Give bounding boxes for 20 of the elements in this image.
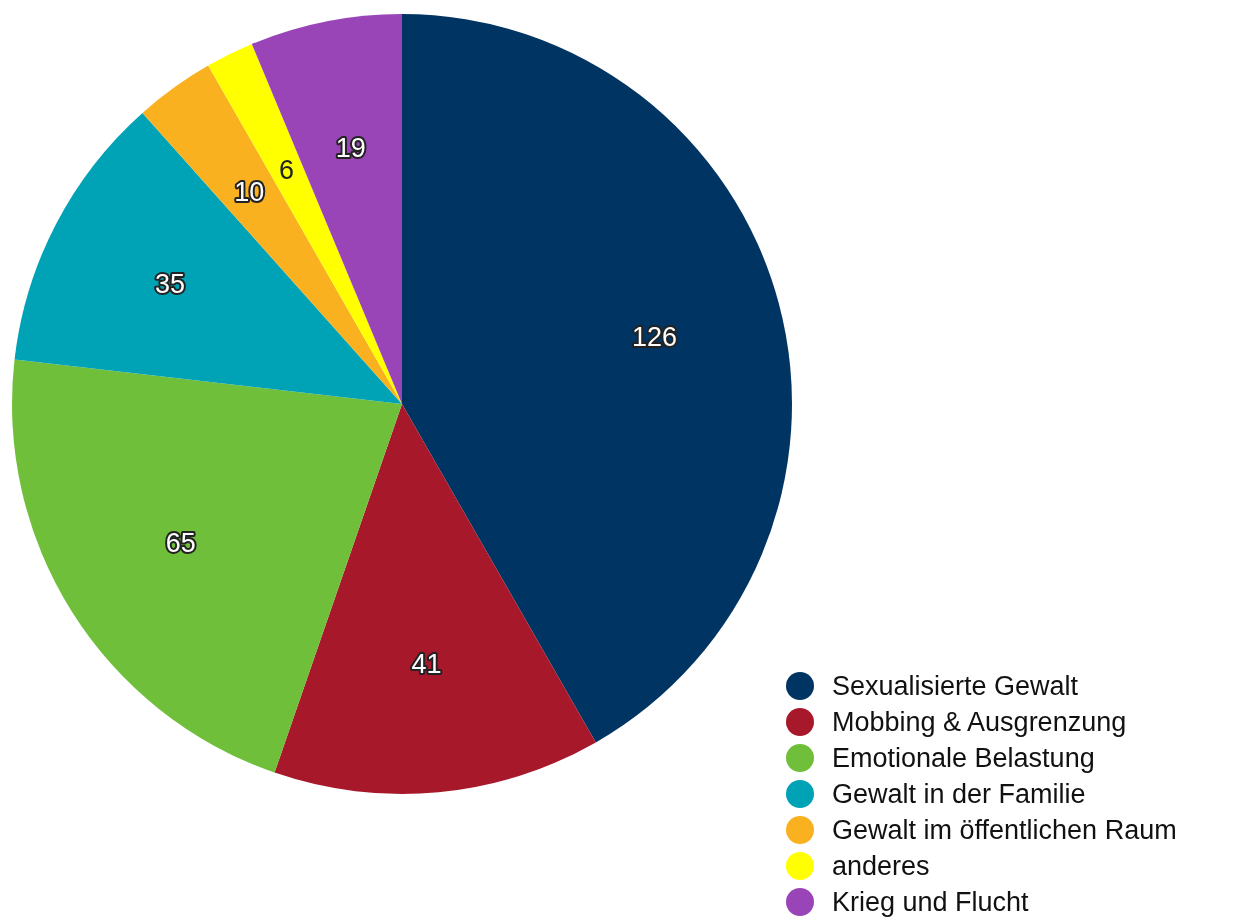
legend-label: Krieg und Flucht (832, 887, 1030, 917)
data-label: 126 (631, 321, 678, 352)
data-label: 10 (234, 176, 265, 207)
legend-label: anderes (832, 851, 930, 881)
pie-slice (142, 65, 402, 404)
pie-slice (274, 404, 596, 794)
data-label: 65 (165, 528, 196, 559)
pie-slice (12, 359, 402, 773)
legend-label: Sexualisierte Gewalt (832, 671, 1079, 701)
data-label: 6 (279, 154, 295, 185)
pie-slice (14, 112, 402, 404)
legend-label: Emotionale Belastung (832, 743, 1095, 773)
pie-slice (208, 44, 402, 404)
data-label: 35 (155, 268, 186, 299)
data-label: 19 (335, 132, 366, 163)
legend-label: Mobbing & Ausgrenzung (832, 707, 1127, 737)
data-label: 41 (411, 649, 442, 680)
legend-label: Gewalt im öffentlichen Raum (832, 815, 1177, 845)
legend-label: Gewalt in der Familie (832, 779, 1086, 809)
pie-slice (402, 14, 792, 743)
